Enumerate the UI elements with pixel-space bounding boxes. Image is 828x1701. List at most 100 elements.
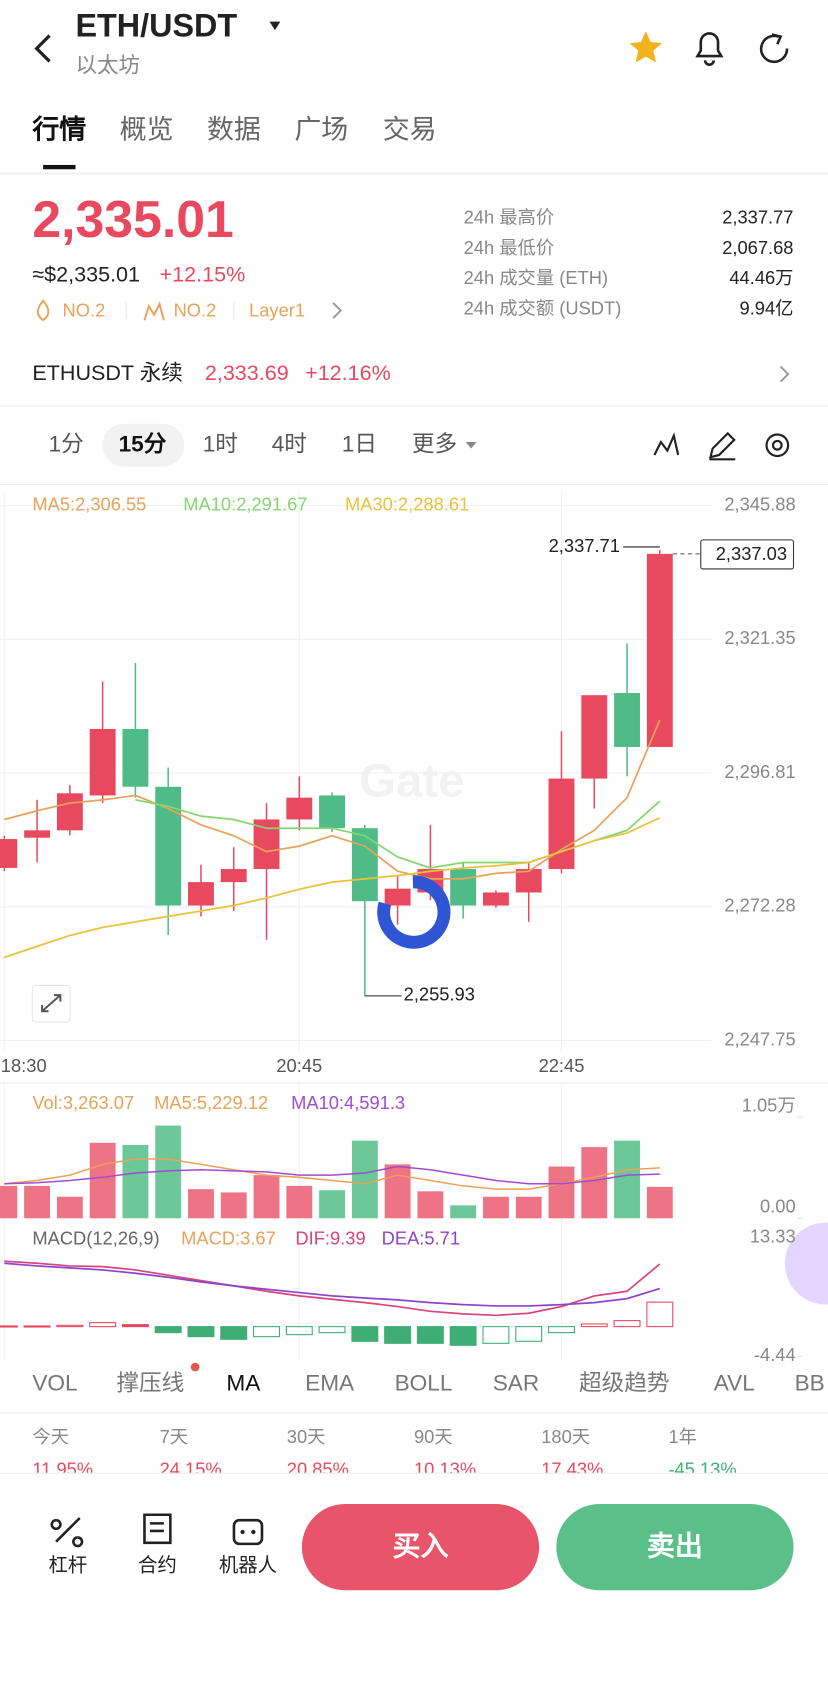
floating-assistant[interactable] <box>784 1222 828 1305</box>
more-caret[interactable] <box>465 442 477 449</box>
tab[interactable]: 广场 <box>294 115 348 145</box>
period-label: 7天 <box>160 1426 189 1447</box>
stat-value: 2,337.77 <box>722 207 793 228</box>
nav-label[interactable]: 合约 <box>138 1555 177 1577</box>
refresh-icon[interactable] <box>759 33 789 64</box>
candle-body <box>614 693 640 747</box>
interval-selected-bg <box>102 423 185 467</box>
leverage-icon[interactable] <box>50 1517 84 1548</box>
candle-body <box>89 728 116 796</box>
rank-icon <box>143 301 165 321</box>
period-change: 24.15% <box>160 1458 222 1479</box>
volume-ma-line <box>4 1158 660 1190</box>
y-tick-label: 2,296.81 <box>724 761 795 782</box>
tab[interactable]: 交易 <box>383 115 437 145</box>
candle-body <box>450 869 477 906</box>
divider <box>0 1412 828 1414</box>
candle-body <box>581 695 608 779</box>
candle-body <box>286 797 313 820</box>
indicator-tab[interactable]: VOL <box>32 1370 77 1395</box>
indicator-tab[interactable]: 超级趋势 <box>579 1370 670 1395</box>
volume-ma-legend: MA5:5,229.12 <box>154 1092 268 1113</box>
volume-bar <box>581 1147 608 1219</box>
buy-label[interactable]: 买入 <box>392 1531 448 1562</box>
period-label: 180天 <box>541 1426 590 1447</box>
volume-ma-line <box>4 1165 660 1185</box>
indicator-tab[interactable]: 撑压线 <box>116 1370 184 1395</box>
indicator-tab[interactable]: SAR <box>493 1370 540 1395</box>
draw-icon[interactable] <box>709 431 736 461</box>
nav-label[interactable]: 机器人 <box>219 1555 277 1577</box>
interval[interactable]: 15分 <box>119 431 167 456</box>
bell-icon[interactable] <box>695 32 724 66</box>
macd-bar <box>449 1326 477 1346</box>
tab[interactable]: 概览 <box>120 115 174 145</box>
interval[interactable]: 4时 <box>272 431 307 456</box>
candle-body <box>384 888 411 906</box>
ma-legend: MA30:2,288.61 <box>345 493 469 514</box>
volume-bar <box>646 1186 673 1219</box>
period-change: 10.13% <box>414 1458 476 1479</box>
indicator-tab[interactable]: MA <box>226 1370 261 1395</box>
interval[interactable]: 更多 <box>412 431 457 456</box>
period-change: 11.95% <box>32 1458 93 1479</box>
sell-label[interactable]: 卖出 <box>647 1531 703 1562</box>
indicator-tab[interactable]: EMA <box>305 1370 355 1395</box>
interval[interactable]: 1分 <box>49 431 84 456</box>
candle-body <box>220 869 247 883</box>
macd-bar <box>548 1326 575 1334</box>
watermark: Gate <box>359 754 464 807</box>
indicator-icon[interactable] <box>653 432 680 456</box>
macd-bar <box>0 1325 18 1328</box>
settings-icon-core <box>771 439 783 451</box>
bot-icon[interactable] <box>232 1518 264 1546</box>
chevron[interactable] <box>332 302 343 319</box>
macd-bar <box>351 1326 379 1342</box>
contract-icon[interactable] <box>143 1513 172 1545</box>
perp-name[interactable]: ETHUSDT 永续 <box>32 360 182 385</box>
low-marker: 2,255.93 <box>404 984 475 1005</box>
interval[interactable]: 1日 <box>342 431 377 456</box>
favorite-star[interactable] <box>629 31 662 63</box>
settings-icon[interactable] <box>765 433 790 458</box>
badge[interactable]: Layer1 <box>249 299 305 320</box>
x-tick-label: 22:45 <box>539 1055 585 1076</box>
volume-bar <box>286 1185 313 1219</box>
volume-bar <box>483 1196 509 1219</box>
volume-bar <box>450 1205 477 1219</box>
y-tick-label: 2,247.75 <box>724 1028 795 1049</box>
indicator-tab[interactable]: AVL <box>714 1370 755 1395</box>
volume-bar <box>384 1164 411 1219</box>
chevron[interactable] <box>779 365 790 383</box>
y-tick-label: 2,321.35 <box>724 627 795 648</box>
volume-bar <box>351 1140 378 1219</box>
badge[interactable]: NO.2 <box>63 299 106 320</box>
perp-change: +12.16% <box>305 360 391 385</box>
indicator-tab[interactable]: BOLL <box>395 1370 453 1395</box>
interval[interactable]: 1时 <box>203 431 238 456</box>
buy-button[interactable] <box>301 1503 540 1591</box>
back-button[interactable] <box>34 34 51 63</box>
volume-bar <box>122 1144 149 1219</box>
badge[interactable]: NO.2 <box>174 299 217 320</box>
period-label: 今天 <box>32 1426 69 1447</box>
ma-legend: MA10:2,291.67 <box>183 493 307 514</box>
tab[interactable]: 数据 <box>207 115 261 145</box>
macd-bar <box>154 1326 182 1334</box>
divider <box>0 1082 828 1084</box>
expand-icon <box>41 994 62 1013</box>
sell-button[interactable] <box>556 1503 794 1591</box>
y-tick-label: -4.44 <box>754 1344 796 1365</box>
dropdown-caret[interactable] <box>269 21 281 31</box>
indicator-tab[interactable]: BB <box>795 1370 825 1395</box>
pair-title[interactable]: ETH/USDT <box>75 8 237 44</box>
macd-bar <box>121 1324 149 1328</box>
loading-spinner <box>377 875 451 949</box>
macd-bar <box>89 1322 117 1328</box>
perp-price: 2,333.69 <box>205 360 289 385</box>
tab[interactable]: 行情 <box>31 114 86 145</box>
volume-bar <box>417 1191 444 1219</box>
candle-body <box>253 819 280 870</box>
nav-label[interactable]: 杠杆 <box>49 1555 88 1577</box>
